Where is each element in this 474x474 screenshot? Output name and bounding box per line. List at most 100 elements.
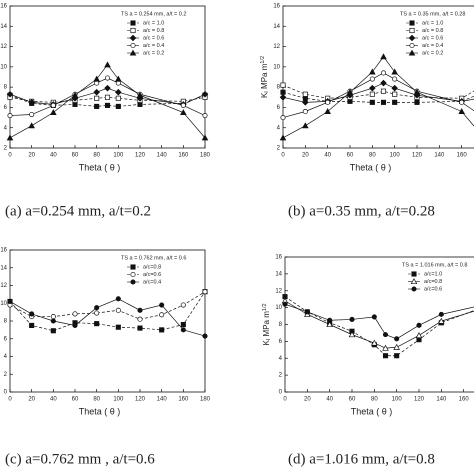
marker <box>380 88 387 94</box>
marker <box>29 322 35 328</box>
x-tick-label: 0 <box>8 397 12 403</box>
marker <box>180 302 186 308</box>
marker <box>180 102 186 108</box>
x-tick-label: 80 <box>93 397 100 403</box>
marker <box>394 336 400 342</box>
x-tick-label: 180 <box>200 153 211 159</box>
marker <box>180 109 187 116</box>
y-tick-label: 2 <box>4 372 8 378</box>
marker <box>201 90 209 98</box>
marker <box>93 88 100 96</box>
x-axis-label: Theta ( θ ) <box>79 162 121 172</box>
y-tick-label: 14 <box>273 24 280 30</box>
legend-marker <box>130 27 136 34</box>
marker <box>380 99 387 105</box>
legend-label: a/c=0.6 <box>424 286 442 292</box>
marker <box>29 311 35 317</box>
legend-marker <box>129 49 137 56</box>
marker <box>382 332 389 338</box>
marker <box>115 307 121 313</box>
y-tick-label: 4 <box>277 125 281 131</box>
x-tick-label: 100 <box>390 153 401 159</box>
x-tick-label: 100 <box>392 397 403 403</box>
marker <box>202 333 208 339</box>
marker <box>104 94 111 100</box>
marker <box>416 337 422 343</box>
x-tick-label: 140 <box>436 397 447 403</box>
marker <box>180 322 186 328</box>
x-tick-label: 160 <box>459 397 470 403</box>
x-tick-label: 180 <box>200 397 211 403</box>
marker <box>115 75 122 82</box>
series <box>279 53 474 141</box>
marker <box>50 328 56 334</box>
y-axis-label-part: 1/2 <box>260 56 266 64</box>
marker <box>28 99 35 106</box>
legend-label: a/c=0.8 <box>143 264 161 270</box>
x-tick-label: 40 <box>324 153 331 159</box>
x-tick-label: 160 <box>457 153 468 159</box>
x-tick-label: 60 <box>72 153 79 159</box>
marker <box>371 339 378 346</box>
line <box>9 77 206 116</box>
marker <box>94 95 100 101</box>
marker <box>7 112 13 119</box>
marker <box>159 302 165 308</box>
y-axis-label-part: MPa m <box>262 311 271 339</box>
legend-label: a/c = 0.8 <box>422 28 443 34</box>
annotation: TS a = 0.254 mm, a/t = 0.2 <box>121 11 186 17</box>
marker <box>71 91 79 98</box>
y-tick-label: 0 <box>279 390 283 396</box>
y-tick-label: 6 <box>4 336 8 342</box>
legend-marker <box>409 20 415 26</box>
x-tick-label: 40 <box>326 397 333 403</box>
marker <box>115 103 121 109</box>
y-tick-label: 16 <box>275 255 282 261</box>
marker <box>137 325 143 331</box>
legend-label: a/c = 1.0 <box>422 20 443 26</box>
x-tick-label: 140 <box>157 397 168 403</box>
series <box>280 70 474 121</box>
legend-label: a/c = 0.2 <box>422 50 443 56</box>
y-tick-label: 10 <box>0 301 7 307</box>
x-tick-label: 160 <box>178 397 189 403</box>
line <box>284 296 474 357</box>
legend-marker <box>408 49 416 56</box>
marker <box>6 134 14 141</box>
marker <box>380 79 387 87</box>
y-tick-label: 8 <box>4 85 8 91</box>
y-tick-label: 12 <box>275 288 282 294</box>
y-tick-label: 14 <box>0 265 7 271</box>
line <box>9 87 206 105</box>
marker <box>349 316 355 322</box>
y-tick-label: 6 <box>4 105 8 111</box>
marker <box>282 301 288 307</box>
marker <box>137 307 143 313</box>
marker <box>369 91 375 97</box>
legend-marker <box>130 20 136 26</box>
marker <box>326 321 333 328</box>
y-axis-label-part: I <box>266 338 272 340</box>
legend-label: a/c=0.8 <box>424 279 442 285</box>
x-tick-label: 60 <box>347 153 354 159</box>
y-tick-label: 8 <box>277 85 281 91</box>
caption: (b) a=0.35 mm, a/t=0.28 <box>288 203 435 219</box>
x-tick-label: 80 <box>369 153 376 159</box>
x-tick-label: 120 <box>135 153 146 159</box>
marker <box>202 112 208 119</box>
line <box>282 91 474 103</box>
marker <box>94 305 100 311</box>
marker <box>104 84 111 92</box>
x-axis-label: Theta ( θ ) <box>79 406 121 416</box>
marker <box>50 314 56 320</box>
caption: (d) a=1.016 mm, a/t=0.8 <box>288 451 435 467</box>
x-axis-label: Theta ( θ ) <box>351 406 393 416</box>
x-tick-label: 0 <box>281 153 285 159</box>
x-tick-label: 40 <box>50 397 57 403</box>
series <box>6 61 209 141</box>
legend-marker <box>130 271 136 278</box>
y-axis-label-part: MPa m <box>260 63 269 91</box>
y-axis-label-part: K <box>260 92 269 98</box>
series <box>7 296 208 339</box>
